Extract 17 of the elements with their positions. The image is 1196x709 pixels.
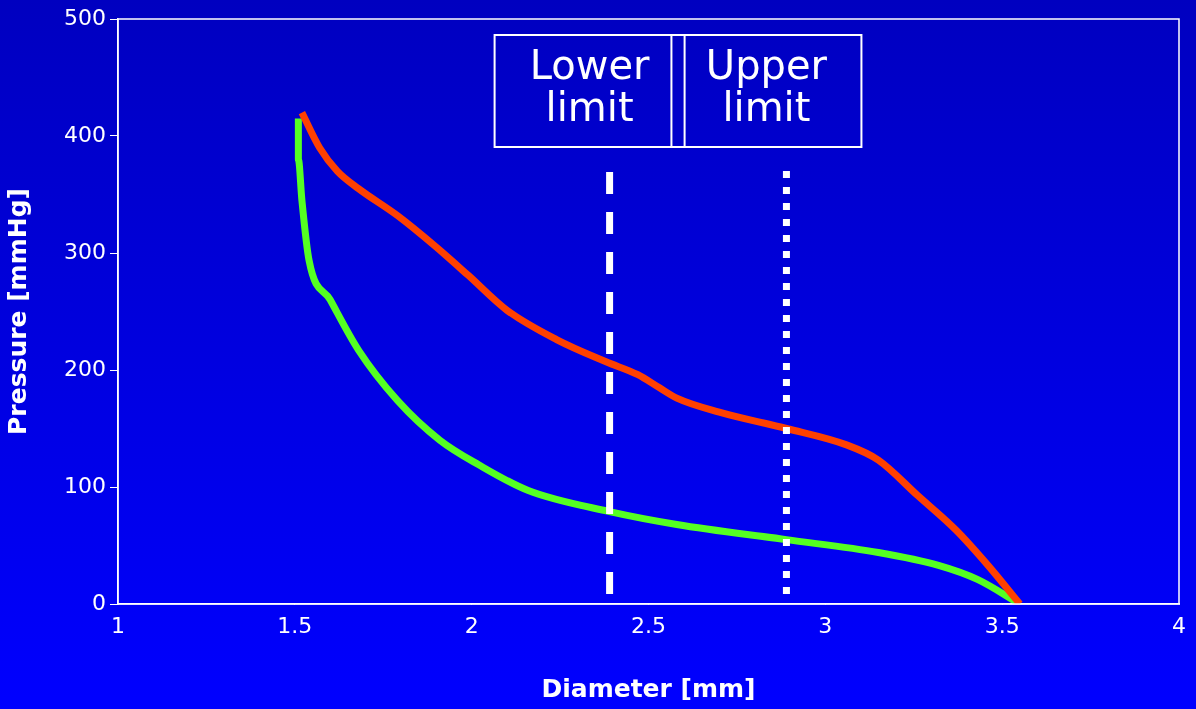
y-tick-label: 200: [64, 355, 106, 381]
x-tick-label: 3.5: [984, 612, 1020, 638]
y-axis-title: Pressure [mmHg]: [2, 188, 32, 435]
y-tick-label: 500: [64, 4, 106, 30]
y-tick-label: 100: [64, 472, 106, 498]
x-axis-title: Diameter [mm]: [541, 673, 756, 703]
x-tick-label: 4: [1172, 612, 1186, 638]
ref-line-label: Upper limit: [705, 42, 828, 131]
y-tick-label: 300: [64, 238, 106, 264]
x-tick-label: 2.5: [631, 612, 666, 638]
x-tick-label: 2: [464, 612, 479, 638]
y-tick-label: 400: [64, 121, 106, 147]
x-tick-label: 1.5: [277, 612, 313, 638]
ref-line-label: Lower limit: [529, 42, 651, 131]
y-tick-label: 0: [92, 589, 106, 615]
x-tick-label: 1: [111, 612, 125, 638]
x-tick-label: 3: [818, 612, 833, 638]
